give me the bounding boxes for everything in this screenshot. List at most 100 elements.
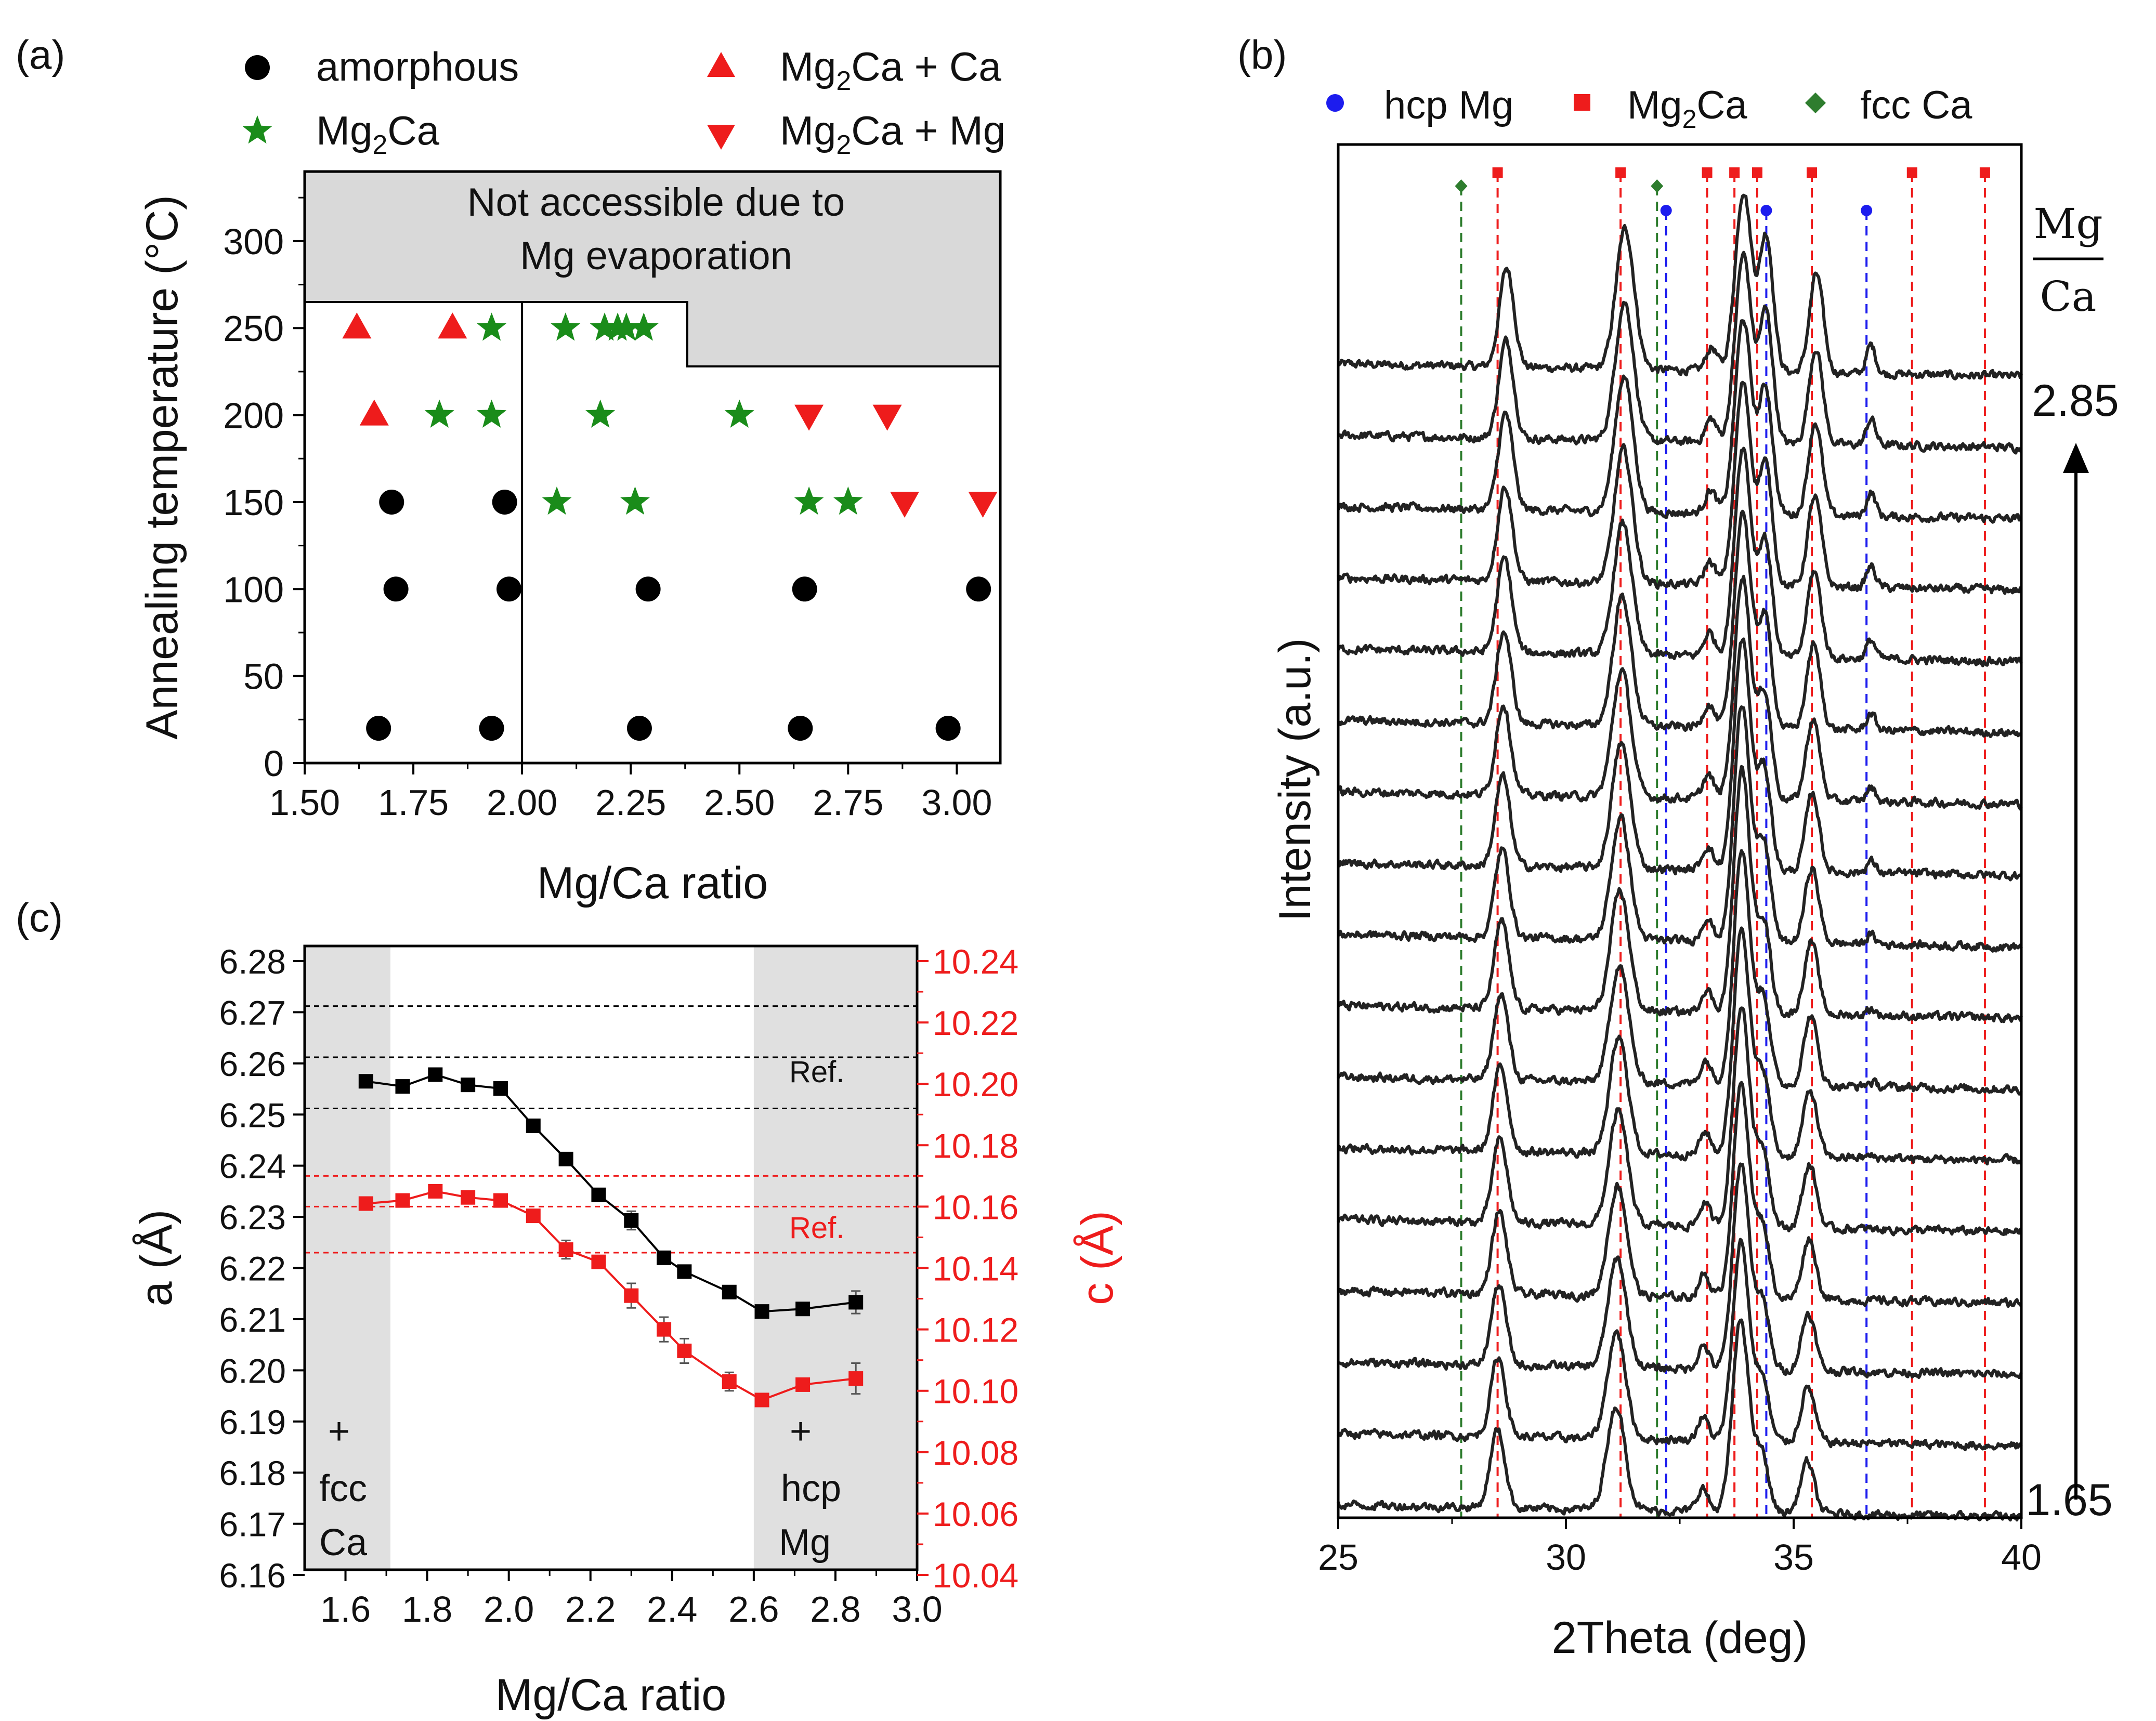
series-c-point-13 bbox=[795, 1377, 811, 1392]
ref-marker-mg2ca-0 bbox=[1492, 167, 1503, 178]
left-band-ca: Ca bbox=[319, 1522, 368, 1564]
c-y-tick-label-7: 6.23 bbox=[219, 1198, 286, 1237]
ref-marker-mg2ca-3 bbox=[1729, 167, 1740, 178]
panel-c: (c) Ref. Ref. 1.6 1.8 2.0 2.2 2.4 2.6 2.8 3.0 6.… bbox=[16, 895, 1122, 1720]
panel-b-axes: 25 30 35 40 bbox=[1318, 1518, 2042, 1578]
panel-a-y-axis-title: Annealing temperature (°C) bbox=[137, 195, 187, 740]
inaccessible-text-line1: Not accessible due to bbox=[467, 180, 845, 225]
ref-marker-fcc-ca-0 bbox=[1455, 179, 1468, 193]
panel-b-plot-frame bbox=[1337, 143, 2023, 1519]
legend-label-amorphous: amorphous bbox=[316, 44, 519, 89]
legend-label-mg2ca-ca: Mg2Ca + Ca bbox=[780, 44, 1001, 96]
series-a-point-4 bbox=[493, 1081, 508, 1096]
ref-marker-mg2ca-4 bbox=[1752, 167, 1762, 178]
mg2ca-point-7 bbox=[477, 399, 507, 428]
c-y-tick-label-4: 6.20 bbox=[219, 1351, 286, 1390]
legend-label-fcc-ca: fcc Ca bbox=[1860, 83, 1972, 127]
series-a-point-11 bbox=[722, 1284, 737, 1299]
c-x-tick-label-5: 2.6 bbox=[728, 1589, 779, 1630]
panel-b-y-axis-title: Intensity (a.u.) bbox=[1270, 638, 1320, 922]
c-x-tick-label-2: 2.0 bbox=[484, 1589, 534, 1630]
x-tick-label-5: 2.75 bbox=[813, 782, 883, 823]
series-a-point-9 bbox=[657, 1250, 672, 1265]
shaded-band-0 bbox=[305, 946, 390, 1570]
series-a-point-12 bbox=[754, 1304, 769, 1319]
series-a-point-0 bbox=[358, 1074, 373, 1089]
amorphous-point-8 bbox=[792, 576, 817, 602]
c-y2-tick-label-2: 10.08 bbox=[933, 1434, 1018, 1472]
y-tick-label-1: 50 bbox=[243, 656, 284, 697]
amorphous-point-3 bbox=[788, 716, 813, 741]
mg2ca-point-1 bbox=[551, 312, 581, 341]
c-y-tick-label-5: 6.21 bbox=[219, 1300, 286, 1339]
ratio-top-label: 2.85 bbox=[2032, 376, 2119, 426]
legend-label-mg2ca-b: Mg2Ca bbox=[1627, 83, 1747, 134]
c-y2-tick-label-8: 10.20 bbox=[933, 1065, 1018, 1103]
legend-label-mg2ca: Mg2Ca bbox=[316, 108, 440, 160]
amorphous-point-10 bbox=[379, 489, 404, 515]
ref-marker-hcp-mg-2 bbox=[1861, 205, 1873, 216]
c-y-tick-label-3: 6.19 bbox=[219, 1403, 286, 1441]
y-tick-label-3: 150 bbox=[223, 482, 284, 523]
series-a-point-13 bbox=[795, 1302, 811, 1317]
x-tick-label-6: 3.00 bbox=[921, 782, 992, 823]
ref-marker-mg2ca-2 bbox=[1702, 167, 1713, 178]
ref-marker-mg2ca-5 bbox=[1807, 167, 1818, 178]
series-c-point-0 bbox=[358, 1196, 373, 1211]
xrd-patterns bbox=[1337, 193, 2023, 1522]
mg2ca-ca-point-2 bbox=[359, 399, 389, 426]
panel-b-x-axis-title: 2Theta (deg) bbox=[1552, 1613, 1808, 1663]
c-y-tick-label-12: 6.28 bbox=[219, 942, 286, 981]
c-x-tick-label-1: 1.8 bbox=[402, 1589, 452, 1630]
series-a-point-7 bbox=[591, 1187, 606, 1202]
amorphous-point-6 bbox=[496, 576, 522, 602]
panel-b-legend: hcp Mg Mg2Ca fcc Ca bbox=[1326, 83, 1972, 134]
mg2ca-mg-point-2 bbox=[890, 491, 920, 518]
series-a-point-8 bbox=[624, 1213, 639, 1228]
xrd-pattern-2 bbox=[1337, 251, 2023, 455]
y-tick-label-6: 300 bbox=[223, 221, 284, 262]
ref-marker-mg2ca-7 bbox=[1979, 167, 1990, 178]
panel-b-label: (b) bbox=[1237, 32, 1287, 77]
b-x-tick-label-3: 40 bbox=[2001, 1537, 2042, 1578]
panel-a-legend: amorphous Mg2Ca Mg2Ca + Ca Mg2Ca + Mg bbox=[242, 44, 1005, 160]
right-band-hcp: hcp bbox=[781, 1468, 841, 1509]
legend-marker-amorphous bbox=[245, 55, 270, 80]
series-c-point-14 bbox=[848, 1371, 864, 1386]
c-x-tick-label-4: 2.4 bbox=[647, 1589, 697, 1630]
c-y-tick-label-0: 6.16 bbox=[219, 1556, 286, 1595]
c-y2-tick-label-5: 10.14 bbox=[933, 1250, 1018, 1288]
ratio-arrow-head bbox=[2063, 443, 2089, 473]
ratio-denominator: Ca bbox=[2040, 272, 2097, 321]
xrd-pattern-17 bbox=[1337, 1318, 2023, 1522]
panel-c-x-axis-title: Mg/Ca ratio bbox=[495, 1670, 727, 1720]
mg2ca-point-0 bbox=[477, 312, 507, 341]
xrd-pattern-11 bbox=[1337, 849, 2023, 1096]
amorphous-point-1 bbox=[479, 716, 504, 741]
series-c-point-2 bbox=[428, 1184, 443, 1199]
panel-c-right-axis-title: c (Å) bbox=[1073, 1211, 1122, 1305]
c-x-tick-label-0: 1.6 bbox=[320, 1589, 371, 1630]
c-y2-tick-label-9: 10.22 bbox=[933, 1004, 1018, 1042]
ref-marker-fcc-ca-1 bbox=[1651, 179, 1664, 193]
b-x-tick-label-1: 30 bbox=[1546, 1537, 1586, 1578]
b-x-tick-label-0: 25 bbox=[1318, 1537, 1358, 1578]
xrd-pattern-15 bbox=[1337, 1162, 2023, 1380]
amorphous-point-4 bbox=[935, 716, 961, 741]
series-c-point-9 bbox=[657, 1322, 672, 1337]
xrd-pattern-7 bbox=[1337, 574, 2023, 811]
mg2ca-ca-point-1 bbox=[438, 312, 467, 339]
series-a-point-14 bbox=[848, 1295, 864, 1310]
c-ref-label: Ref. bbox=[789, 1211, 844, 1245]
series-c-point-10 bbox=[677, 1343, 692, 1358]
series-a-point-3 bbox=[461, 1078, 476, 1093]
c-y-tick-label-6: 6.22 bbox=[219, 1250, 286, 1288]
y-tick-label-4: 200 bbox=[223, 396, 284, 436]
panel-a-x-axis-title: Mg/Ca ratio bbox=[537, 858, 768, 908]
y-tick-label-5: 250 bbox=[223, 308, 284, 349]
mg2ca-mg-point-3 bbox=[968, 491, 998, 518]
series-a-point-5 bbox=[526, 1118, 541, 1133]
series-c-point-11 bbox=[722, 1374, 737, 1389]
series-c-point-7 bbox=[591, 1254, 606, 1269]
